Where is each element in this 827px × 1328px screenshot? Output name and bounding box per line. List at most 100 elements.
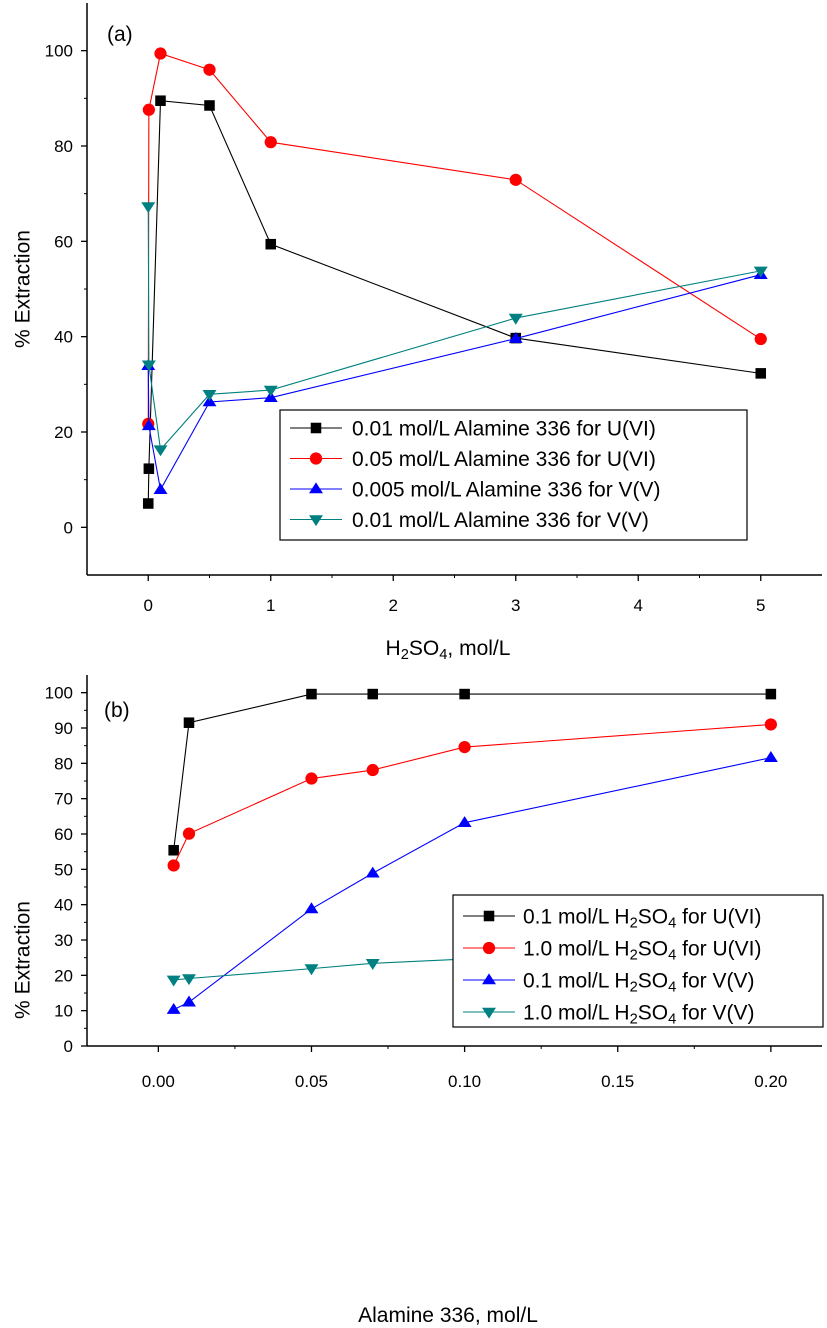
chart-panel-b: 0 10 20 30 40 50 60 70 80 90 100 0.00 0.05 0.10 0.15 0.… [11,675,824,1327]
marker-circle [509,173,522,186]
y-tick-label: 40 [54,896,73,915]
marker-triangle-down [365,959,380,970]
series-2 [167,718,777,872]
marker-triangle-down [263,385,278,397]
legend-label: 0.005 mol/L Alamine 336 for V(V) [352,479,661,502]
marker-triangle-down [309,515,323,527]
y-tick-label: 20 [54,966,73,985]
x-tick-label: 2 [389,596,398,615]
legend-label: 1.0 mol/L H2SO4 for U(VI) [523,938,761,964]
legend-label: 0.1 mol/L H2SO4 for U(VI) [523,906,761,932]
x-tick-label: 0.00 [142,1072,175,1091]
marker-circle [167,859,180,872]
marker-triangle-up [309,482,323,494]
text-part: 0.005 mol/L Alamine 336 for V(V) [352,479,661,502]
marker-triangle-up [508,331,523,343]
legend-item-1: 0.1 mol/L H2SO4 for U(VI) [463,906,761,932]
marker-square [265,238,277,250]
y-tick-label: 100 [45,42,73,61]
legend-label: 1.0 mol/L H2SO4 for V(V) [523,1002,754,1028]
marker-circle [754,332,767,346]
series-line [173,693,771,851]
marker-square [310,422,322,434]
subscript: 4 [439,647,447,663]
marker-triangle-up [457,816,472,828]
marker-triangle-up [141,419,156,431]
text-part: 1.0 mol/L H [523,938,630,961]
marker-square [459,688,470,700]
x-tick-label: 0.15 [601,1072,634,1091]
marker-triangle-down [482,1007,496,1019]
marker-triangle-up [482,973,496,985]
y-tick-label: 50 [54,860,73,879]
marker-square [183,717,195,728]
text-part: Alamine 336, mol/L [358,1304,538,1327]
text-part: SO [638,1002,668,1025]
y-axis-label: % Extraction [11,901,34,1019]
marker-triangle-up [153,483,168,494]
marker-circle [482,941,496,955]
marker-circle [458,740,471,754]
y-tick-label: 0 [64,1037,73,1056]
marker-circle [764,718,777,731]
marker-square [367,688,379,700]
y-tick-label: 20 [54,423,73,442]
legend: 0.01 mol/L Alamine 336 for U(VI) 0.05 mol… [279,409,748,541]
marker-triangle-down [182,974,196,986]
marker-triangle-down [753,266,768,278]
legend-item-4: 0.01 mol/L Alamine 336 for V(V) [290,509,649,532]
text-part: for U(VI) [676,938,761,961]
text-part: 1.0 mol/L H [523,1002,630,1025]
marker-circle [142,103,155,116]
legend-item-4: 1.0 mol/L H2SO4 for V(V) [463,1002,754,1028]
series-1 [168,688,777,856]
text-part: 0.01 mol/L Alamine 336 for V(V) [352,509,649,532]
y-tick-label: 80 [54,137,73,156]
subscript: 4 [668,979,676,995]
marker-circle [203,63,216,76]
legend-item-1: 0.01 mol/L Alamine 336 for U(VI) [290,418,656,441]
series-2 [142,47,767,431]
text-part: for U(VI) [676,906,761,929]
legend-item-2: 1.0 mol/L H2SO4 for U(VI) [463,938,761,964]
y-tick-label: 40 [54,328,73,347]
y-tick-label: 70 [54,790,73,809]
text-part: 0.01 mol/L Alamine 336 for U(VI) [352,418,656,441]
marker-square [765,688,777,700]
subscript: 2 [630,1011,638,1027]
legend-box [279,409,748,541]
marker-triangle-down [202,390,217,401]
x-tick-label: 0 [144,596,153,615]
y-tick-label: 30 [54,931,73,950]
legend-item-3: 0.005 mol/L Alamine 336 for V(V) [290,479,661,502]
y-tick-label: 10 [54,1002,73,1021]
x-tick-label: 0.10 [448,1072,481,1091]
y-tick-label: 100 [45,684,73,703]
panel-label: (a) [107,23,133,46]
marker-square [483,910,495,922]
y-tick-label: 90 [54,719,73,738]
marker-triangle-up [365,866,380,878]
x-tick-label: 0.20 [754,1072,787,1091]
y-tick-label: 80 [54,754,73,773]
marker-circle [309,452,323,465]
series-line [147,52,762,424]
marker-triangle-up [304,902,319,914]
y-tick-label: 60 [54,825,73,844]
series-line [173,723,771,866]
x-axis-label: Alamine 336, mol/L [358,1304,538,1327]
legend: 0.1 mol/L H2SO4 for U(VI)1.0 mol/L H2SO4… [452,894,824,1028]
marker-square [155,95,166,106]
marker-triangle-down [166,975,181,987]
marker-circle [264,136,277,149]
marker-triangle-up [182,995,196,1007]
legend-item-3: 0.1 mol/L H2SO4 for V(V) [463,970,754,995]
x-tick-label: 4 [634,596,643,615]
marker-square [168,844,179,856]
subscript: 2 [630,947,638,963]
marker-circle [182,827,196,840]
x-tick-label: 5 [756,596,765,615]
series-4 [141,202,768,457]
legend-item-2: 0.05 mol/L Alamine 336 for U(VI) [290,448,656,471]
